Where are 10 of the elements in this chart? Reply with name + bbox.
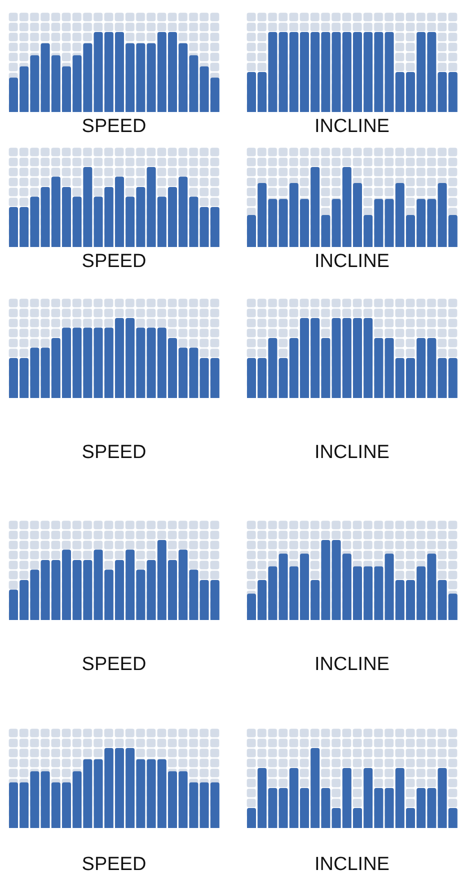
x-axis-title: INCLINE xyxy=(314,251,390,273)
x-axis-title: INCLINE xyxy=(314,854,390,876)
x-axis-title: INCLINE xyxy=(314,442,390,464)
x-axis-title: SPEED xyxy=(80,854,148,876)
x-axis-title: SPEED xyxy=(80,442,148,464)
x-axis-title: SPEED xyxy=(80,251,148,273)
x-axis-title: INCLINE xyxy=(314,116,390,138)
x-axis-title: SPEED xyxy=(80,116,148,138)
x-axis-title: SPEED xyxy=(80,654,148,676)
x-axis-title: INCLINE xyxy=(314,654,390,676)
